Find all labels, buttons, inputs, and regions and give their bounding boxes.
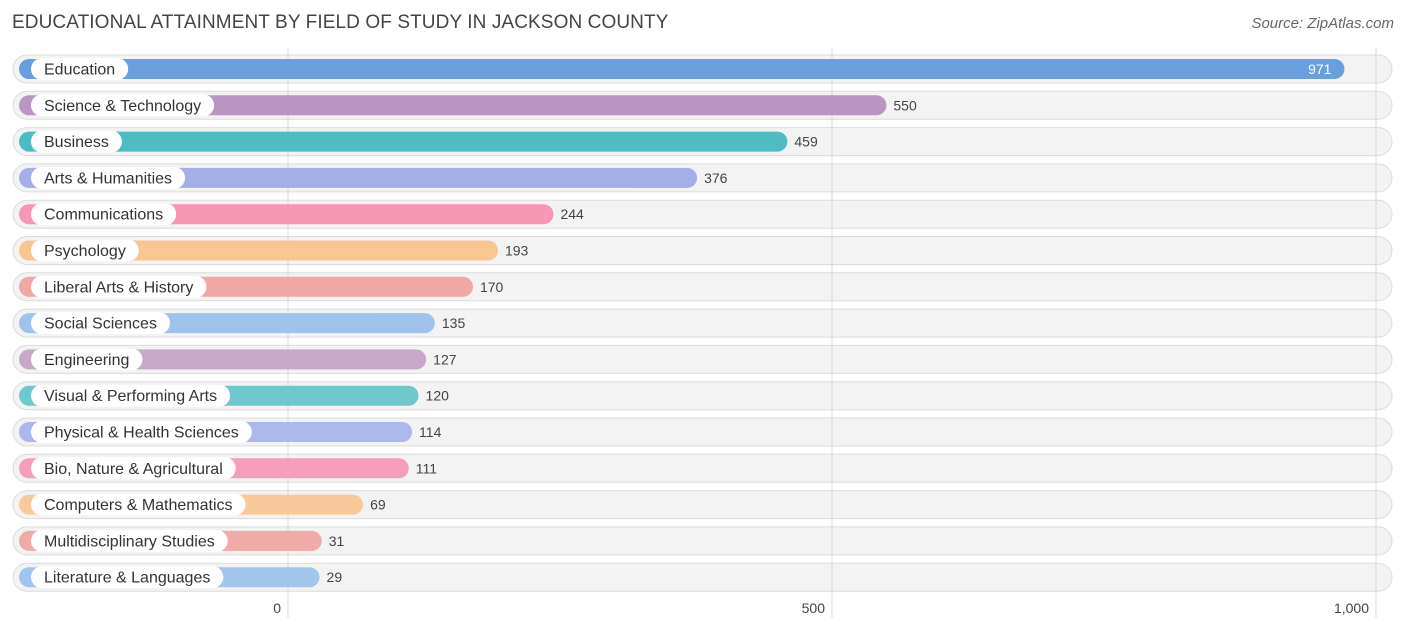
- value-label: 111: [416, 460, 437, 476]
- chart-source: Source: ZipAtlas.com: [1251, 15, 1394, 32]
- row-background: [12, 562, 1393, 592]
- value-label: 31: [329, 533, 345, 549]
- bar[interactable]: [19, 240, 498, 261]
- value-label: 135: [442, 315, 466, 331]
- category-label-pill: [31, 312, 170, 335]
- category-label: Science & Technology: [44, 98, 201, 115]
- category-label: Visual & Performing Arts: [44, 388, 217, 405]
- value-label: 127: [433, 351, 457, 367]
- category-label: Psychology: [44, 243, 126, 260]
- value-label: 376: [704, 170, 728, 186]
- category-label-pill: [31, 421, 252, 443]
- x-tick-label: 1,000: [1334, 600, 1369, 616]
- value-label: 193: [505, 243, 529, 259]
- category-label-pill: [31, 275, 207, 298]
- category-label-pill: [31, 457, 236, 480]
- value-label: 459: [794, 134, 818, 150]
- row-background: [12, 526, 1393, 556]
- category-label: Physical & Health Sciences: [44, 425, 239, 442]
- category-label: Arts & Humanities: [44, 170, 172, 187]
- value-label: 170: [480, 279, 504, 295]
- category-label-pill: [31, 348, 143, 371]
- value-label: 550: [893, 97, 917, 113]
- category-label: Communications: [44, 207, 163, 224]
- category-label-pill: [31, 384, 231, 407]
- category-label: Engineering: [44, 352, 129, 369]
- category-label-pill: [31, 493, 246, 516]
- category-label: Literature & Languages: [44, 570, 210, 587]
- category-label: Liberal Arts & History: [44, 279, 193, 296]
- value-label: 971: [1308, 61, 1332, 77]
- value-label: 120: [426, 388, 450, 404]
- category-label: Social Sciences: [44, 316, 157, 333]
- category-label-pill: [31, 239, 139, 262]
- bar[interactable]: [19, 167, 698, 188]
- bar[interactable]: [19, 59, 1345, 79]
- category-label-pill: [31, 130, 122, 153]
- category-label-pill: [31, 529, 228, 552]
- x-tick-label: 500: [802, 600, 826, 616]
- category-label: Multidisciplinary Studies: [44, 533, 215, 550]
- category-label: Bio, Nature & Agricultural: [44, 461, 223, 478]
- category-label-pill: [31, 58, 129, 80]
- category-label-pill: [31, 166, 186, 189]
- category-label: Education: [44, 62, 115, 79]
- bar[interactable]: [19, 95, 887, 116]
- category-label-pill: [31, 566, 224, 589]
- category-label: Computers & Mathematics: [44, 497, 233, 514]
- category-label-pill: [31, 94, 215, 117]
- value-label: 114: [419, 424, 442, 440]
- value-label: 69: [370, 497, 386, 513]
- category-label: Business: [44, 134, 109, 151]
- category-label-pill: [31, 203, 177, 226]
- value-label: 244: [560, 206, 584, 222]
- bar[interactable]: [19, 131, 788, 152]
- value-label: 29: [327, 569, 343, 585]
- chart-title: EDUCATIONAL ATTAINMENT BY FIELD OF STUDY…: [12, 12, 669, 33]
- x-tick-label: 0: [273, 600, 281, 616]
